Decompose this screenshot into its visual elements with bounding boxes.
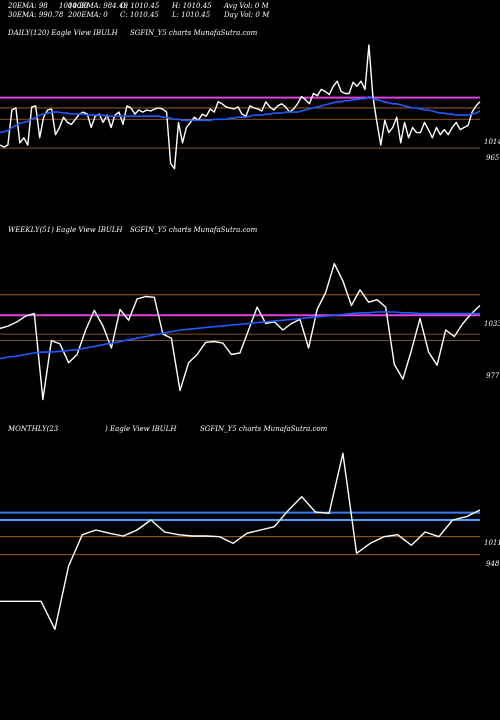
dayvol-label: Day Vol: 0 M [224, 11, 270, 19]
monthly-panel-label-mid: ) Eagle View IBULH [105, 425, 177, 433]
low-label: L: 1010.45 [172, 11, 211, 19]
weekly-panel-label: WEEKLY(51) Eagle View IBULH [8, 226, 123, 234]
ema200-label: 200EMA: 0 [68, 11, 108, 19]
high-label: H: 1010.45 [172, 2, 212, 10]
weekly-axis-label-high: 1033 [484, 320, 500, 328]
daily-axis-label-low: 965 [486, 154, 500, 162]
ema20-label: 20EMA: 98 [8, 2, 48, 10]
daily-panel-source: SGFIN_Y5 charts MunafaSutra.com [130, 29, 258, 37]
ema100-label: 100EMA: 984.49 [68, 2, 128, 10]
overlap-value: 1004.20 [59, 2, 88, 10]
daily-panel-label: DAILY(120) Eagle View IBULH [8, 29, 118, 37]
panel-1-series-line-0 [0, 263, 481, 401]
monthly-axis-label-low: 948 [486, 560, 500, 568]
avgvol-label: Avg Vol: 0 M [224, 2, 269, 10]
panel-1-series-line-1 [0, 311, 480, 360]
monthly-axis-label-high: 1011 [484, 539, 500, 547]
daily-axis-label-high: 1014 [484, 138, 500, 146]
monthly-panel-source: SGFIN_Y5 charts MunafaSutra.com [200, 425, 328, 433]
weekly-panel-source: SGFIN_Y5 charts MunafaSutra.com [130, 226, 258, 234]
open-label: O: 1010.45 [120, 2, 160, 10]
close-label: C: 1010.45 [120, 11, 159, 19]
monthly-panel-label: MONTHLY(23 [8, 425, 59, 433]
ema30-label: 30EMA: 990.78 [8, 11, 64, 19]
panel-2-series-line-0 [0, 452, 481, 630]
weekly-axis-label-low: 977 [486, 372, 500, 380]
panel-0-series-line-1 [0, 95, 481, 134]
